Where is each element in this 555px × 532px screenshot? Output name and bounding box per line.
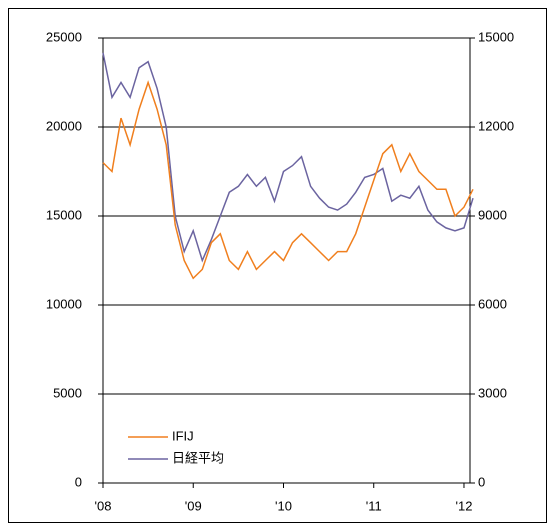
y2-tick-label: 9000 [478,207,507,222]
y2-tick-label: 6000 [478,296,507,311]
y2-tick-label: 0 [478,474,485,489]
legend-label: 日経平均 [172,450,224,465]
x-tick-label: '10 [275,498,292,513]
y2-tick-label: 15000 [478,29,514,44]
x-tick-label: '08 [95,498,112,513]
y2-tick-label: 3000 [478,385,507,400]
y-tick-label: 15000 [46,207,82,222]
y-tick-label: 10000 [46,296,82,311]
y-tick-label: 25000 [46,29,82,44]
series-line [102,80,474,280]
x-tick-label: '12 [455,498,472,513]
y-tick-label: 20000 [46,118,82,133]
legend-label: IFIJ [172,428,194,443]
y-tick-label: 5000 [53,385,82,400]
y-tick-label: 0 [75,474,82,489]
x-tick-label: '09 [185,498,202,513]
y2-tick-label: 12000 [478,118,514,133]
x-tick-label: '11 [366,498,382,513]
series-line [102,52,474,263]
chart-frame [8,8,547,523]
